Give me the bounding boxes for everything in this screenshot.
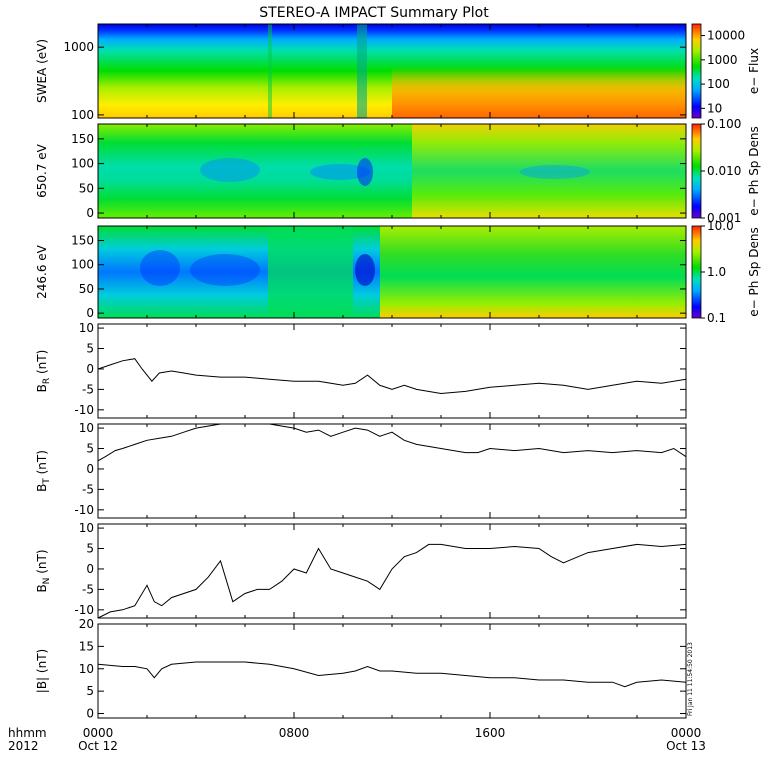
colorbar-label: e− Ph Sp Dens [747, 126, 761, 215]
panel-frame [97, 523, 687, 619]
y-tick-label: 50 [79, 282, 94, 296]
y-axis-label: BR (nT) [35, 350, 52, 393]
pad246-spectrogram-late [380, 226, 686, 318]
swea-panel [98, 24, 686, 118]
colorbar-phsp-246 [691, 225, 702, 319]
y-tick-label: 5 [86, 342, 94, 356]
x-tick-label-date: Oct 12 [78, 739, 118, 753]
y-tick-label: 50 [79, 181, 94, 195]
swea-spectrogram-stripe [357, 24, 367, 118]
y-tick-label: 0 [86, 562, 94, 576]
y-tick-label: 100 [71, 108, 94, 122]
pad246-blue-blob [355, 254, 375, 286]
x-tick-label-time: 1600 [475, 726, 506, 740]
y-axis-label: BN (nT) [35, 549, 52, 592]
pad246-spectrogram-mid [268, 226, 353, 318]
colorbar-flux [691, 23, 702, 119]
y-tick-label: -5 [82, 482, 94, 496]
pad246-blue-blob [190, 254, 260, 286]
generated-timestamp: Fri Jan 11 11:54:50 2013 [687, 642, 694, 716]
colorbar-tick-label: 1.0 [707, 265, 726, 279]
y-tick-label: -10 [74, 403, 94, 417]
colorbar-tick-label: 0.001 [707, 211, 741, 225]
colorbar-tick-label: 10000 [707, 29, 745, 43]
y-tick-label: 0 [86, 462, 94, 476]
y-tick-label: 10 [79, 321, 94, 335]
colorbar-tick-label: 0.010 [707, 164, 741, 178]
swea-spectrogram-hot [392, 24, 686, 118]
colorbar-label: e− Ph Sp Dens [747, 227, 761, 316]
pad650-blue-blob [520, 165, 590, 179]
x-tick-label-date: Oct 13 [666, 739, 706, 753]
pad246-blue-blob [140, 250, 180, 286]
colorbar-tick-label: 0.1 [707, 311, 726, 325]
y-tick-label: 10 [79, 521, 94, 535]
y-tick-label: 0 [86, 707, 94, 721]
y-axis-label: 246.6 eV [35, 244, 49, 299]
y-tick-label: 20 [79, 617, 94, 631]
y-tick-label: 100 [71, 157, 94, 171]
pad650-blue-blob [200, 158, 260, 182]
y-tick-label: 10 [79, 662, 94, 676]
panel-frame [97, 323, 687, 419]
pad650-panel [98, 124, 686, 218]
y-tick-label: 15 [79, 639, 94, 653]
y-axis-label: 650.7 eV [35, 143, 49, 198]
pad246-panel [98, 226, 686, 318]
colorbar-phsp-650 [691, 123, 702, 219]
y-tick-label: 10 [79, 421, 94, 435]
pad650-blue-blob [310, 164, 370, 180]
y-tick-label: -10 [74, 603, 94, 617]
footer-label-hhmm: hhmm [8, 726, 47, 740]
swea-spectrogram-stripe [268, 24, 272, 118]
data-series-line [97, 358, 687, 395]
y-tick-label: 5 [86, 442, 94, 456]
data-series-line [97, 661, 687, 688]
y-tick-label: -5 [82, 582, 94, 596]
colorbar-tick-label: 10 [707, 101, 722, 115]
y-tick-label: 5 [86, 684, 94, 698]
footer-label-year: 2012 [8, 739, 39, 753]
pad650-blue-blob [357, 158, 373, 186]
y-tick-label: 150 [71, 234, 94, 248]
x-tick-label-time: 0800 [279, 726, 310, 740]
y-tick-label: -10 [74, 503, 94, 517]
colorbar-tick-label: 1000 [707, 53, 738, 67]
y-tick-label: -5 [82, 382, 94, 396]
y-tick-label: 0 [86, 206, 94, 220]
y-tick-label: 150 [71, 132, 94, 146]
colorbar-tick-label: 100 [707, 77, 730, 91]
y-tick-label: 1000 [63, 40, 94, 54]
x-tick-label-time: 0000 [83, 726, 114, 740]
y-tick-label: 5 [86, 542, 94, 556]
y-axis-label: |B| (nT) [35, 649, 49, 693]
colorbar-tick-label: 10.0 [707, 219, 734, 233]
y-axis-label: SWEA (eV) [35, 39, 49, 103]
y-tick-label: 0 [86, 362, 94, 376]
y-tick-label: 0 [86, 306, 94, 320]
colorbar-tick-label: 0.100 [707, 117, 741, 131]
x-tick-label-time: 0000 [671, 726, 702, 740]
plot-title: STEREO-A IMPACT Summary Plot [259, 5, 489, 21]
pad650-spectrogram-late [412, 124, 686, 218]
y-axis-label: BT (nT) [35, 450, 52, 492]
data-series-line [97, 423, 687, 462]
data-series-line [97, 543, 687, 619]
panel-frame [97, 423, 687, 519]
colorbar-label: e− Flux [747, 48, 761, 94]
y-tick-label: 100 [71, 258, 94, 272]
